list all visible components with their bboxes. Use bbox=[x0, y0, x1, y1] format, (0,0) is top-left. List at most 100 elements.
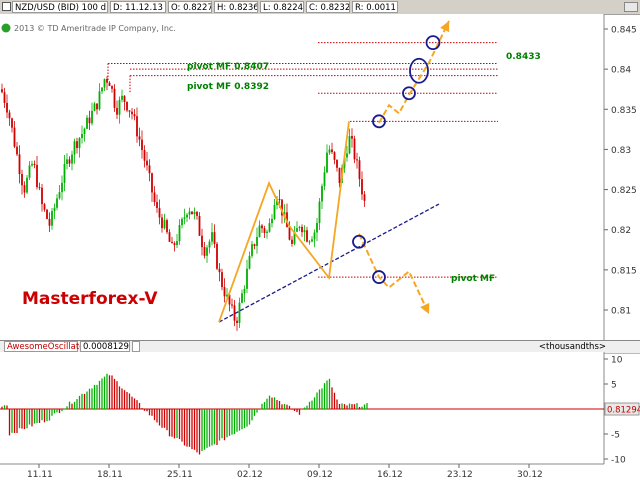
candle-body bbox=[61, 182, 63, 193]
price-tick-label: 0.84 bbox=[611, 66, 631, 76]
candle-body bbox=[251, 244, 253, 256]
time-tick-label: 18.11 bbox=[97, 470, 123, 480]
candle-body bbox=[28, 165, 31, 178]
candle-body bbox=[323, 172, 326, 187]
candle-body bbox=[63, 163, 66, 183]
price-tick-label: 0.82 bbox=[611, 226, 631, 236]
oscillator-current-tag bbox=[604, 402, 640, 416]
pivot-lines bbox=[107, 42, 498, 278]
candle-body bbox=[128, 110, 131, 112]
candle-body bbox=[96, 103, 98, 110]
candle-body bbox=[141, 139, 143, 151]
candle-body bbox=[298, 226, 301, 229]
candle-body bbox=[118, 99, 121, 115]
candle-body bbox=[163, 220, 166, 229]
highlight-circle bbox=[372, 114, 386, 129]
candle-body bbox=[281, 199, 283, 216]
candle-body bbox=[13, 127, 16, 147]
arrow-up-icon bbox=[440, 20, 450, 33]
price-axis: 0.845 0.84 0.835 0.83 0.825 0.82 0.815 0.81 bbox=[604, 26, 637, 317]
info-icon[interactable] bbox=[1, 23, 11, 33]
candle-body bbox=[221, 272, 223, 288]
symbol-checkbox[interactable] bbox=[2, 2, 11, 11]
candle-body bbox=[43, 204, 46, 210]
time-tick-label: 23.12 bbox=[447, 470, 473, 480]
candle-body bbox=[161, 217, 163, 229]
candle-body bbox=[336, 159, 338, 168]
candle-body bbox=[68, 159, 71, 164]
candle-body bbox=[123, 95, 126, 102]
time-tick-label: 25.11 bbox=[167, 470, 193, 480]
oscillator-spacer bbox=[132, 341, 140, 352]
candle-body bbox=[106, 79, 108, 83]
candle-body bbox=[8, 112, 11, 119]
window-corner-button[interactable] bbox=[624, 2, 638, 12]
candle-body bbox=[116, 107, 118, 115]
candle-body bbox=[283, 212, 286, 216]
candle-body bbox=[181, 218, 183, 226]
oscillator-plot-area bbox=[0, 352, 604, 464]
candle-body bbox=[356, 159, 358, 161]
oscillator-bars bbox=[1, 373, 368, 455]
oscillator-current-label: 0.81294 bbox=[607, 406, 640, 416]
candle-body bbox=[76, 141, 78, 149]
candle-body bbox=[6, 102, 8, 113]
candle-body bbox=[146, 160, 148, 166]
oscillator-name[interactable]: AwesomeOscillator bbox=[4, 341, 88, 352]
candle-body bbox=[173, 243, 176, 246]
time-tick-label: 16.12 bbox=[377, 470, 403, 480]
quote-header: NZD/USD (BID) 100 d 4h D: 11.12.13 20:00… bbox=[0, 0, 640, 15]
time-tick-label: 09.12 bbox=[307, 470, 333, 480]
candle-body bbox=[313, 232, 316, 240]
candle-body bbox=[363, 194, 366, 201]
candle-body bbox=[311, 239, 313, 242]
candle-body bbox=[223, 287, 226, 297]
candles bbox=[1, 76, 366, 331]
candle-body bbox=[66, 159, 68, 164]
candle-body bbox=[278, 199, 281, 201]
pivot-label-1: pivot MF 0.8392 bbox=[187, 82, 269, 92]
candle-body bbox=[131, 111, 133, 115]
candle-body bbox=[133, 114, 136, 117]
candle-body bbox=[241, 293, 243, 303]
highlight-circle bbox=[409, 57, 429, 84]
time-axis: 11.11 18.11 25.11 02.12 09.12 16.12 23.12 30.12 bbox=[0, 463, 604, 480]
symbol-label[interactable]: NZD/USD (BID) 100 d 4h bbox=[12, 1, 108, 13]
candle-body bbox=[153, 192, 156, 203]
candle-body bbox=[151, 173, 153, 193]
candle-body bbox=[258, 225, 261, 237]
candle-body bbox=[318, 201, 321, 223]
candle-body bbox=[271, 218, 273, 224]
candle-body bbox=[88, 117, 91, 124]
candle-body bbox=[91, 110, 93, 124]
brand-label: Masterforex-V bbox=[22, 289, 158, 309]
zigzag-wave bbox=[218, 121, 350, 323]
oscillator-unit: <thousandths> bbox=[538, 342, 606, 352]
price-tick-label: 0.83 bbox=[611, 146, 631, 156]
candle-body bbox=[288, 227, 291, 240]
candle-body bbox=[198, 215, 201, 236]
candle-body bbox=[233, 305, 236, 321]
candle-body bbox=[111, 86, 113, 89]
candle-body bbox=[31, 163, 33, 166]
candle-body bbox=[38, 187, 41, 189]
candle-body bbox=[273, 205, 276, 219]
candle-body bbox=[26, 177, 28, 193]
candle-body bbox=[1, 89, 3, 93]
candle-body bbox=[201, 235, 203, 248]
oscillator-value: 0.0008129 bbox=[80, 341, 130, 352]
candle-body bbox=[301, 226, 303, 233]
candle-body bbox=[333, 152, 336, 160]
candle-body bbox=[83, 128, 86, 135]
candle-body bbox=[168, 232, 171, 242]
candle-body bbox=[246, 268, 248, 289]
candle-body bbox=[93, 103, 96, 111]
candle-body bbox=[296, 228, 298, 232]
candle-body bbox=[103, 79, 106, 88]
candle-body bbox=[213, 232, 216, 244]
candle-body bbox=[218, 268, 221, 273]
price-tick-label: 0.81 bbox=[611, 307, 631, 317]
candle-body bbox=[216, 243, 218, 269]
candle-body bbox=[263, 228, 266, 233]
low-readout: L: 0.8224 bbox=[260, 1, 304, 13]
